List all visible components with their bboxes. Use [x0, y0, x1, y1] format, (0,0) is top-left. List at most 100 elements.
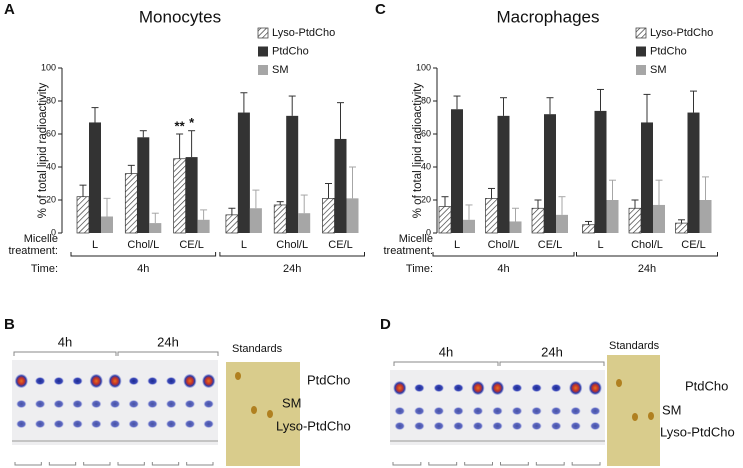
spot: [110, 400, 120, 408]
y-tick-label: 40: [46, 161, 56, 171]
error-bar: [655, 179, 663, 205]
spot: [570, 422, 581, 430]
error-bar: [534, 199, 542, 209]
spot: [590, 407, 601, 415]
error-bar: [276, 201, 284, 205]
bar: [556, 214, 568, 233]
time-row-label: Time:: [30, 263, 58, 275]
bar: [185, 157, 198, 233]
y-tick-label: 0: [426, 227, 431, 237]
legend-label: PtdCho: [650, 45, 687, 57]
bar: [273, 204, 287, 234]
bar: [124, 173, 138, 234]
spot: [72, 420, 83, 428]
lane-bracket: [464, 462, 493, 466]
legend-label: PtdCho: [272, 45, 309, 57]
spot: [512, 384, 523, 392]
legend-label: Lyso-PtdCho: [272, 27, 335, 39]
error-bar: [546, 97, 554, 115]
x-tick-label: L: [241, 239, 247, 251]
time-row-label: Time:: [405, 263, 433, 275]
bar: [509, 221, 522, 233]
spot: [472, 422, 483, 430]
y-tick-label: 100: [41, 62, 56, 72]
spot: [110, 420, 120, 428]
x-tick-label: L: [92, 239, 98, 251]
legend-swatch: [635, 27, 647, 39]
bar: [346, 198, 359, 233]
y-tick-label: 60: [46, 128, 56, 138]
bar: [149, 223, 162, 233]
spot: [203, 400, 214, 408]
panel-label: B: [4, 316, 15, 333]
spot: [35, 400, 46, 408]
spot: [570, 407, 581, 415]
spot: [531, 422, 542, 430]
spot: [91, 420, 102, 428]
spot: [72, 377, 83, 385]
error-bar: [597, 88, 604, 111]
x-tick-label: CE/L: [179, 239, 203, 251]
legend-label: Lyso-PtdCho: [650, 27, 713, 39]
legend-swatch: [258, 65, 268, 75]
spot: [203, 420, 214, 428]
spot: [551, 384, 562, 392]
time-label: 4h: [58, 334, 72, 349]
bar: [594, 110, 607, 233]
spot: [394, 407, 405, 415]
lane-bracket: [151, 462, 180, 466]
error-bar: [127, 164, 135, 174]
bar: [197, 219, 210, 233]
bar: [101, 216, 113, 233]
spot: [16, 400, 27, 408]
spot: [72, 400, 83, 408]
spot: [89, 374, 103, 388]
error-bar: [585, 220, 592, 225]
lane-bracket: [48, 462, 77, 466]
error-bar: [512, 207, 519, 222]
error-bar: [288, 95, 296, 116]
spot: [35, 420, 46, 428]
spot: [202, 374, 216, 388]
spot-label: Lyso-PtdCho: [276, 418, 351, 433]
legend-swatch: [258, 46, 268, 57]
error-bar: [702, 176, 709, 200]
x-tick-label: Chol/L: [631, 239, 663, 251]
error-bar: [91, 107, 99, 123]
std-spot: [616, 379, 622, 387]
spot: [128, 420, 139, 428]
spot: [531, 407, 542, 415]
bar: [582, 224, 595, 234]
spot: [414, 384, 425, 392]
spot: [16, 420, 27, 428]
time-bracket: [13, 351, 117, 356]
error-bar: [200, 209, 208, 220]
time-label: 4h: [137, 263, 149, 275]
error-bar: [188, 130, 196, 158]
spot: [492, 407, 503, 415]
x-tick-label: Chol/L: [488, 239, 520, 251]
spot: [414, 422, 425, 430]
spot: [184, 400, 195, 408]
spot: [53, 377, 64, 385]
y-tick-label: 100: [416, 62, 431, 72]
spot: [184, 420, 195, 428]
bar: [653, 204, 665, 233]
spot: [453, 384, 464, 392]
standards-plate: [607, 355, 660, 466]
bar: [497, 115, 510, 233]
panel-label: D: [380, 316, 391, 333]
error-bar: [176, 133, 184, 159]
y-tick-label: 80: [421, 95, 431, 105]
time-label: 4h: [439, 344, 453, 359]
time-bracket: [576, 252, 718, 257]
x-tick-label: Chol/L: [127, 239, 159, 251]
error-bar: [678, 219, 685, 224]
spot: [147, 420, 158, 428]
spot: [472, 407, 483, 415]
spot: [590, 422, 601, 430]
standards-label: Standards: [232, 343, 283, 355]
bar: [286, 115, 299, 233]
time-bracket: [70, 252, 217, 257]
